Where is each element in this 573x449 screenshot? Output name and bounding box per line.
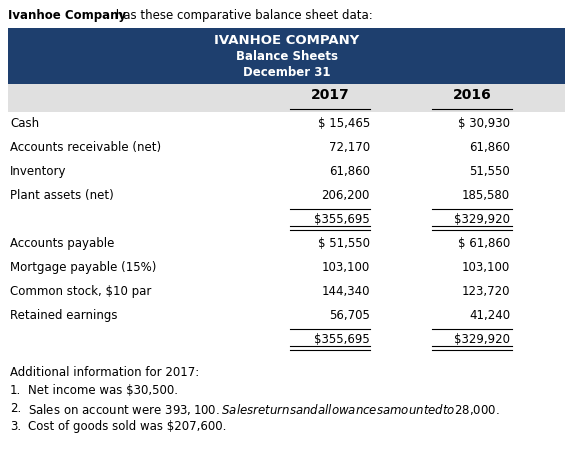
Text: $ 61,860: $ 61,860 bbox=[458, 237, 510, 250]
Text: 61,860: 61,860 bbox=[329, 165, 370, 178]
Text: Sales on account were $393,100. Sales returns and allowances amounted to $28,000: Sales on account were $393,100. Sales re… bbox=[28, 402, 500, 417]
Text: Mortgage payable (15%): Mortgage payable (15%) bbox=[10, 261, 156, 274]
Text: Cost of goods sold was $207,600.: Cost of goods sold was $207,600. bbox=[28, 420, 226, 433]
Text: 144,340: 144,340 bbox=[321, 285, 370, 298]
Text: Cash: Cash bbox=[10, 117, 39, 130]
Text: Balance Sheets: Balance Sheets bbox=[236, 50, 337, 63]
Text: Retained earnings: Retained earnings bbox=[10, 309, 117, 322]
Text: Ivanhoe Company: Ivanhoe Company bbox=[8, 9, 126, 22]
Text: $ 15,465: $ 15,465 bbox=[318, 117, 370, 130]
Text: Additional information for 2017:: Additional information for 2017: bbox=[10, 366, 199, 379]
Text: $329,920: $329,920 bbox=[454, 333, 510, 346]
Text: IVANHOE COMPANY: IVANHOE COMPANY bbox=[214, 34, 359, 47]
Text: 206,200: 206,200 bbox=[321, 189, 370, 202]
Text: Accounts receivable (net): Accounts receivable (net) bbox=[10, 141, 161, 154]
Text: has these comparative balance sheet data:: has these comparative balance sheet data… bbox=[112, 9, 373, 22]
Text: 56,705: 56,705 bbox=[329, 309, 370, 322]
Text: Net income was $30,500.: Net income was $30,500. bbox=[28, 384, 178, 397]
Text: Inventory: Inventory bbox=[10, 165, 66, 178]
Text: 61,860: 61,860 bbox=[469, 141, 510, 154]
Text: 3.: 3. bbox=[10, 420, 21, 433]
Text: Accounts payable: Accounts payable bbox=[10, 237, 115, 250]
Text: 185,580: 185,580 bbox=[462, 189, 510, 202]
Text: 103,100: 103,100 bbox=[462, 261, 510, 274]
Text: $355,695: $355,695 bbox=[314, 213, 370, 226]
Text: $ 51,550: $ 51,550 bbox=[318, 237, 370, 250]
Bar bbox=[8, 84, 565, 112]
Text: 72,170: 72,170 bbox=[329, 141, 370, 154]
Text: Common stock, $10 par: Common stock, $10 par bbox=[10, 285, 151, 298]
Text: $ 30,930: $ 30,930 bbox=[458, 117, 510, 130]
Text: 51,550: 51,550 bbox=[469, 165, 510, 178]
Text: 2017: 2017 bbox=[311, 88, 350, 102]
Text: $329,920: $329,920 bbox=[454, 213, 510, 226]
Text: 41,240: 41,240 bbox=[469, 309, 510, 322]
Bar bbox=[8, 28, 565, 84]
Text: $355,695: $355,695 bbox=[314, 333, 370, 346]
Text: 1.: 1. bbox=[10, 384, 21, 397]
Text: Plant assets (net): Plant assets (net) bbox=[10, 189, 114, 202]
Text: 123,720: 123,720 bbox=[461, 285, 510, 298]
Text: 2.: 2. bbox=[10, 402, 21, 415]
Text: December 31: December 31 bbox=[243, 66, 330, 79]
Text: 2016: 2016 bbox=[453, 88, 492, 102]
Text: 103,100: 103,100 bbox=[322, 261, 370, 274]
